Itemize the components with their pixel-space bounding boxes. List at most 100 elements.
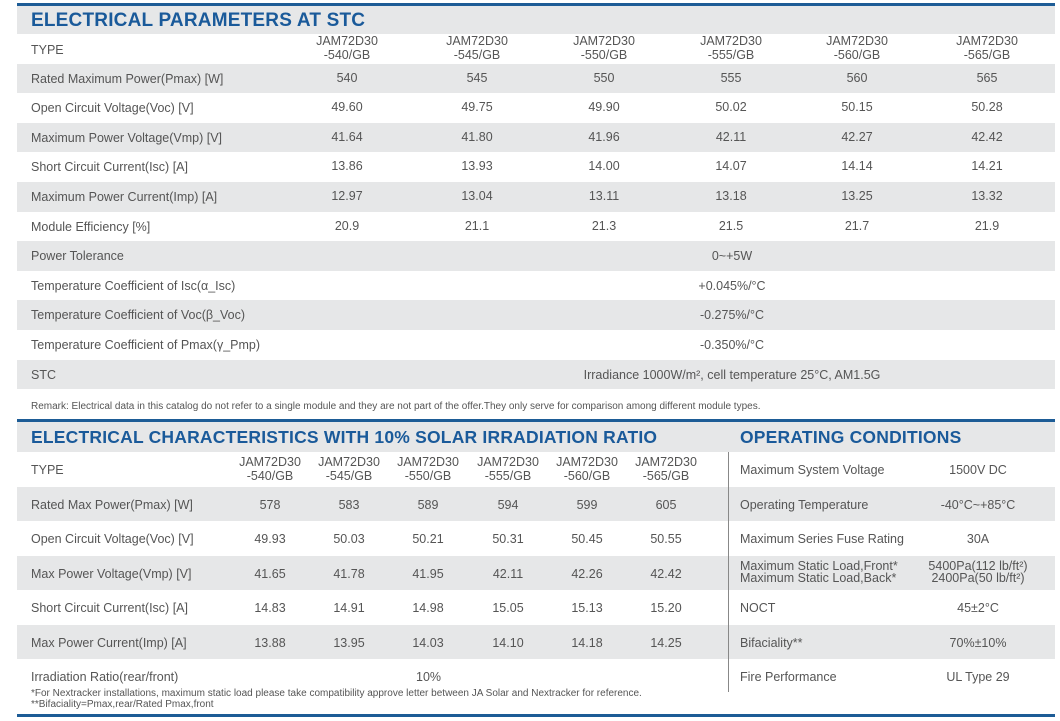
row-value: 45±2°C [957,601,999,615]
row-label: Max Power Voltage(Vmp) [V] [31,566,192,581]
bottom-rule [17,714,1055,717]
stc-remark: Remark: Electrical data in this catalog … [31,401,761,412]
cell-value: 14.18 [571,635,603,650]
model-name: JAM72D30 [573,34,635,48]
row-label: Maximum System Voltage [740,463,885,477]
row-label: Temperature Coefficient of Voc(β_Voc) [31,308,246,323]
operating-row: Maximum Series Fuse Rating 30A [728,521,1055,556]
model-suffix: -545/GB [325,469,373,483]
model-suffix: -560/GB [563,469,611,483]
footnote-2: **Bifaciality=Pmax,rear/Rated Pmax,front [31,699,214,710]
irradiation-row: Irradiation Ratio(rear/front) 10% [17,659,728,694]
model-name: JAM72D30 [477,455,539,469]
table-row: Rated Maximum Power(Pmax) [W] 540 545 550 55… [17,63,1055,94]
operating-row: Maximum System Voltage 1500V DC [728,452,1055,487]
model-header: JAM72D30 -555/GB [671,34,791,62]
table-row: Module Efficiency [%] 20.9 21.1 21.3 21.5 21.… [17,212,1055,242]
row-label: Maximum Power Voltage(Vmp) [V] [31,130,223,145]
section-rule [17,419,1055,422]
irradiation-value: 10% [416,670,442,684]
operating-row: NOCT 45±2°C [728,590,1055,625]
cell-value: 50.28 [971,100,1003,115]
spanned-value: -0.275%/°C [699,308,765,323]
table-row: Temperature Coefficient of Voc(β_Voc) -0.… [17,300,1055,330]
model-name: JAM72D30 [700,34,762,48]
type-row: TYPE JAM72D30 -540/GB JAM72D30 -545/GB JAM72D… [17,34,1055,64]
cell-value: 41.65 [254,566,286,581]
model-name: JAM72D30 [635,455,697,469]
cell-value: 13.93 [461,159,493,174]
row-label: Short Circuit Current(Isc) [A] [31,601,188,615]
cell-value: 14.21 [971,159,1003,174]
table-row: Max Power Current(Imp) [A] 13.88 13.95 14.0… [17,624,728,659]
cell-value: 13.86 [331,159,363,174]
cell-value: 21.5 [718,218,744,233]
cell-value: 42.11 [492,566,524,581]
model-header: JAM72D30 -540/GB [287,34,407,62]
cell-value: 50.55 [650,532,682,546]
row-label: Power Tolerance [31,249,124,264]
model-name: JAM72D30 [316,34,378,48]
cell-value: 49.75 [461,100,493,115]
model-header: JAM72D30 -565/GB [626,455,706,483]
cell-value: 50.31 [492,532,524,546]
cell-value: 540 [336,70,358,85]
row-label: Short Circuit Current(Isc) [A] [31,160,188,175]
model-header: JAM72D30 -550/GB [544,34,664,62]
table-row: Temperature Coefficient of Pmax(γ_Pmp) -0… [17,330,1055,360]
cell-value: 15.20 [650,601,682,615]
spanned-value: +0.045%/°C [698,278,766,293]
cell-value: 50.02 [715,100,747,115]
model-suffix: -540/GB [246,469,294,483]
cell-value: 14.83 [254,601,286,615]
cell-value: 13.18 [715,189,747,203]
model-name: JAM72D30 [556,455,618,469]
stc-header-band [17,6,1055,34]
table-row: Rated Max Power(Pmax) [W] 578 583 589 594 599… [17,486,728,521]
cell-value: 594 [497,497,519,512]
table-row: Open Circuit Voltage(Voc) [V] 49.93 50.03 5… [17,521,728,556]
stc-title: ELECTRICAL PARAMETERS AT STC [31,10,366,31]
model-header: JAM72D30 -545/GB [309,455,389,483]
cell-value: 14.91 [333,601,365,615]
cell-value: 14.14 [841,159,873,174]
cell-value: 13.88 [254,635,286,650]
table-row: Temperature Coefficient of Isc(α_Isc) +0.… [17,271,1055,301]
type-label: TYPE [31,43,64,57]
cell-value: 49.90 [588,100,620,115]
model-header: JAM72D30 -560/GB [797,34,917,62]
table-row: Maximum Power Voltage(Vmp) [V] 41.64 41.80… [17,122,1055,153]
row-label: Operating Temperature [740,497,869,512]
cell-value: 50.21 [412,532,444,546]
row-value: 5400Pa(112 lb/ft²) 2400Pa(50 lb/ft²) [918,559,1038,584]
cell-value: 41.95 [412,566,444,581]
cell-value: 50.15 [841,100,873,115]
row-label: Bifaciality** [740,635,803,650]
model-header: JAM72D30 -540/GB [230,455,310,483]
model-name: JAM72D30 [239,455,301,469]
bifacial-title: ELECTRICAL CHARACTERISTICS WITH 10% SOLA… [31,427,658,447]
cell-value: 41.64 [331,129,363,144]
model-suffix: -555/GB [484,469,532,483]
row-value: -40°C~+85°C [940,497,1016,512]
row-label: Temperature Coefficient of Pmax(γ_Pmp) [31,338,261,352]
cell-value: 13.11 [588,189,620,203]
top-rule [17,3,1055,6]
bifacial-header-band [17,422,1055,452]
cell-value: 15.13 [571,601,603,615]
row-label: Maximum Static Load,Front* Maximum Static… [740,559,898,584]
model-name: JAM72D30 [956,34,1018,48]
row-label: Maximum Series Fuse Rating [740,532,904,546]
cell-value: 12.97 [331,189,363,203]
table-row: Short Circuit Current(Isc) [A] 13.86 13.93… [17,152,1055,182]
cell-value: 560 [846,70,868,85]
spanned-value: 0~+5W [711,249,753,264]
cell-value: 42.42 [971,129,1003,144]
cell-value: 13.25 [841,189,873,203]
operating-row: Operating Temperature -40°C~+85°C [728,486,1055,521]
cell-value: 50.03 [333,532,365,546]
cell-value: 42.27 [841,129,873,144]
cell-value: 565 [976,70,998,85]
row-label: Module Efficiency [%] [31,219,151,234]
cell-value: 50.45 [571,532,603,546]
